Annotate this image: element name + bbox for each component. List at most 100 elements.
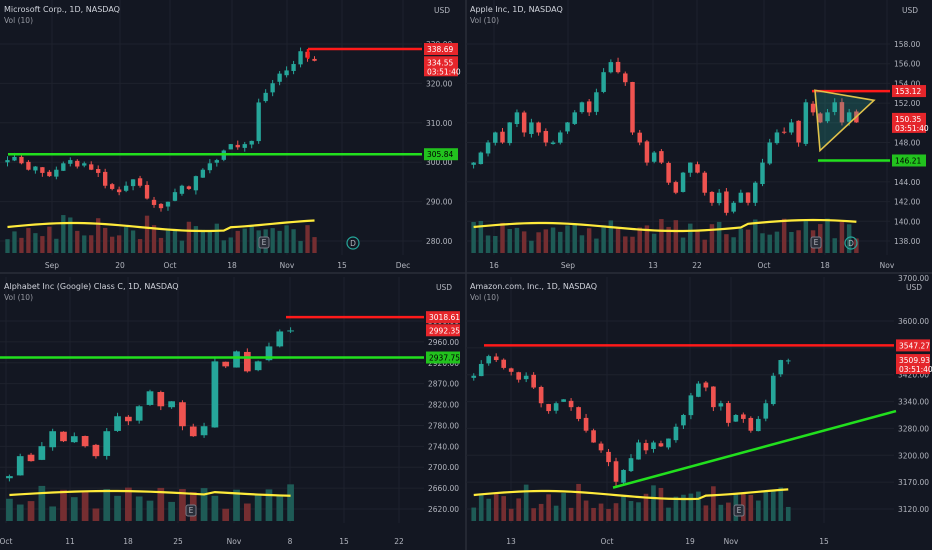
candle-body xyxy=(270,83,275,93)
candle-body xyxy=(673,182,679,193)
earnings-marker[interactable] xyxy=(733,504,745,517)
y-tick-label: 148.00 xyxy=(894,139,920,148)
earnings-marker[interactable] xyxy=(185,504,197,517)
volume-bar xyxy=(637,227,642,253)
earnings-marker-label: E xyxy=(737,506,742,515)
y-tick-label: 300.00 xyxy=(426,158,452,167)
candle-body xyxy=(741,414,746,419)
volume-bar xyxy=(553,505,559,521)
candle-body xyxy=(276,331,284,347)
resistance-price-tag xyxy=(426,311,460,324)
volume-bar xyxy=(651,485,656,521)
y-tick-label: 144.00 xyxy=(894,178,920,187)
googl-panel[interactable]: 2620.00 2660.00 2700.00 2740.00 2780.00 2820.… xyxy=(0,277,460,546)
candle-body xyxy=(608,62,614,73)
volume-bar xyxy=(33,233,38,253)
support-price-tag xyxy=(426,351,460,364)
candle-body xyxy=(27,454,35,462)
candle-body xyxy=(137,178,143,186)
candle-body xyxy=(523,375,529,380)
volume-bar xyxy=(651,233,657,253)
volume-bar xyxy=(516,498,521,521)
candle-body xyxy=(785,360,791,362)
resistance-price-tag xyxy=(892,85,926,98)
y-tick-label: 142.00 xyxy=(894,198,920,207)
volume-bar xyxy=(500,222,505,253)
volume-bar xyxy=(558,231,563,253)
candle-body xyxy=(81,436,89,447)
earnings-marker[interactable] xyxy=(258,236,270,249)
volume-bar xyxy=(96,218,101,253)
candle-body xyxy=(543,131,549,143)
volume-bar xyxy=(726,502,731,521)
volume-bar xyxy=(666,507,671,521)
candle-body xyxy=(778,360,784,375)
candle-body xyxy=(68,160,73,164)
candle-body xyxy=(168,401,175,408)
candle-body xyxy=(186,186,192,189)
candle-body xyxy=(179,185,185,194)
y-tick-label: 3600.00 xyxy=(898,317,929,326)
amzn-panel[interactable]: 3120.00 3170.00 3200.00 3280.00 3340.00 3420.… xyxy=(466,274,932,546)
candle-body xyxy=(733,415,739,422)
volume-bar xyxy=(643,493,649,521)
volume-bar xyxy=(696,491,701,521)
volume-bar xyxy=(40,236,45,253)
earnings-marker[interactable] xyxy=(810,236,822,249)
candle-body xyxy=(703,382,709,388)
candle-body xyxy=(565,122,570,132)
volume-bar xyxy=(493,493,499,521)
support-trend-line[interactable] xyxy=(612,409,897,489)
y-tick-label: 320.00 xyxy=(426,79,452,88)
x-tick-label: 15 xyxy=(337,261,347,270)
y-tick-label: 290.00 xyxy=(426,198,452,207)
candle-body xyxy=(38,446,46,460)
volume-bar xyxy=(471,221,476,253)
volume-bar xyxy=(586,228,592,253)
candle-body xyxy=(724,191,729,213)
volume-bar xyxy=(591,507,596,521)
x-tick-label: 22 xyxy=(692,261,702,270)
chart-title: Alphabet Inc (Google) Class C, 1D, NASDA… xyxy=(4,282,179,291)
volume-bar xyxy=(12,231,17,253)
candle-body xyxy=(606,451,611,463)
volume-bar xyxy=(151,225,157,253)
candle-body xyxy=(731,202,736,212)
x-tick-label: 18 xyxy=(820,261,830,270)
volume-bar xyxy=(125,487,132,521)
volume-bar xyxy=(523,484,529,521)
volume-bar xyxy=(200,229,206,253)
x-tick-label: 18 xyxy=(123,537,133,546)
volume-bar xyxy=(157,487,165,521)
volume-bar xyxy=(748,494,754,521)
volume-bar xyxy=(114,495,121,521)
triangle-pattern[interactable] xyxy=(814,89,876,153)
volume-bar xyxy=(144,215,150,253)
candle-body xyxy=(54,169,59,177)
volume-bar xyxy=(716,221,722,253)
aapl-panel[interactable]: 138.00140.00142.00144.00146.00148.00150.… xyxy=(466,0,929,270)
last-price-label: 150.35 xyxy=(895,115,921,124)
candle-body xyxy=(572,112,577,124)
candle-body xyxy=(200,426,208,436)
candles xyxy=(471,353,791,486)
volume-bar xyxy=(745,229,751,253)
last-price-tag xyxy=(892,112,926,133)
candle-body xyxy=(774,132,780,144)
dividend-marker[interactable] xyxy=(844,236,858,250)
countdown-label: 03:51:40 xyxy=(895,124,929,133)
candle-body xyxy=(579,102,585,113)
indicator-label: Vol (10) xyxy=(470,16,499,25)
volume-bar xyxy=(60,489,67,521)
volume-bar xyxy=(628,501,634,521)
candle-body xyxy=(75,160,80,167)
candle-body xyxy=(753,182,758,203)
msft-panel[interactable]: 280.00290.00300.00310.00320.00330.00Sep2… xyxy=(0,0,461,270)
candle-body xyxy=(688,395,694,416)
candle-body xyxy=(568,400,574,408)
candle-body xyxy=(839,102,845,123)
volume-bar xyxy=(579,235,585,253)
candle-body xyxy=(287,330,294,332)
volume-bar xyxy=(832,238,837,253)
dividend-marker[interactable] xyxy=(346,236,360,250)
